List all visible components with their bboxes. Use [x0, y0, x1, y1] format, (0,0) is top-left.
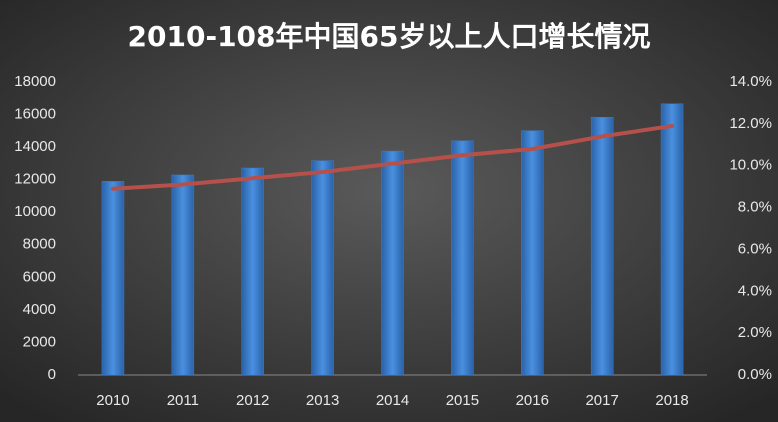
y-tick-label: 16000: [14, 106, 56, 123]
bar: [101, 181, 125, 376]
y-tick-label: 12000: [14, 171, 56, 188]
y-tick-label: 10000: [14, 203, 56, 220]
x-tick-label: 2010: [96, 392, 129, 409]
y-tick-label: 6000: [23, 268, 56, 285]
y-tick-label: 8000: [23, 236, 56, 253]
x-tick-label: 2013: [306, 392, 339, 409]
bar: [311, 160, 334, 376]
chart-title: 2010-108年中国65岁以上人口增长情况: [128, 20, 651, 53]
y2-tick-label: 12.0%: [729, 115, 772, 132]
y-tick-label: 18000: [14, 73, 56, 90]
y2-tick-label: 2.0%: [738, 324, 772, 341]
x-tick-label: 2012: [236, 392, 269, 409]
y2-tick-label: 8.0%: [738, 199, 772, 216]
x-tick-label: 2014: [376, 392, 409, 409]
y2-tick-label: 10.0%: [729, 157, 772, 174]
x-tick-label: 2017: [585, 392, 618, 409]
line: [110, 123, 675, 191]
y-tick-label: 14000: [14, 138, 56, 155]
bar: [381, 150, 404, 376]
y-tick-label: 0: [48, 366, 56, 383]
y-tick-label: 4000: [23, 301, 56, 318]
y-tick-label: 2000: [23, 333, 56, 350]
x-tick-label: 2011: [167, 392, 199, 409]
bar: [590, 117, 614, 376]
bar: [241, 167, 264, 376]
bar: [521, 130, 544, 376]
x-tick-label: 2015: [446, 392, 479, 409]
y2-tick-label: 6.0%: [738, 240, 772, 257]
x-tick-label: 2018: [655, 392, 688, 409]
y2-tick-label: 4.0%: [738, 282, 772, 299]
bar: [660, 103, 684, 376]
bar: [171, 174, 195, 376]
y2-tick-label: 0.0%: [738, 366, 772, 383]
y2-tick-label: 14.0%: [729, 73, 772, 90]
bar: [451, 140, 474, 376]
x-tick-label: 2016: [516, 392, 549, 409]
